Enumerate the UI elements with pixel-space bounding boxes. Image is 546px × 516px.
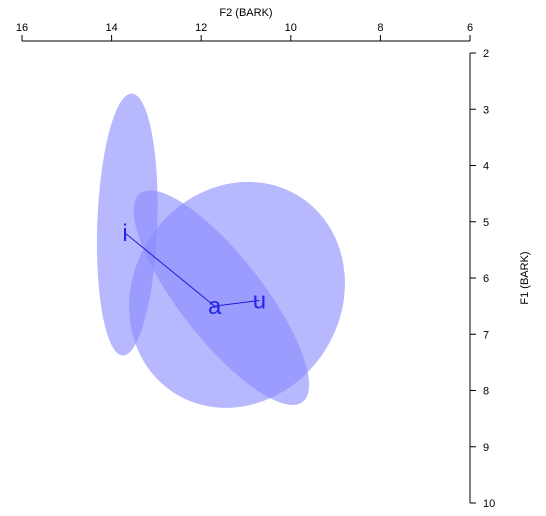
x-axis-title: F2 (BARK) <box>219 7 272 19</box>
trajectory-layer <box>124 232 260 307</box>
vowel-label-i: i <box>122 220 127 247</box>
y-tick-label: 8 <box>483 386 489 398</box>
y-tick-label: 6 <box>483 273 489 285</box>
y-tick-label: 3 <box>483 104 489 116</box>
y-tick-label: 2 <box>483 48 489 60</box>
x-tick-label: 14 <box>105 22 117 34</box>
vowel-trajectory <box>124 232 260 307</box>
x-tick-label: 6 <box>467 22 473 34</box>
y-axis: 2 3 4 5 6 7 8 9 10 F1 (BARK) <box>469 48 531 510</box>
vowel-label-layer: i a u <box>122 220 266 320</box>
y-tick-label: 10 <box>483 498 495 510</box>
y-tick-label: 5 <box>483 217 489 229</box>
x-tick-label: 16 <box>16 22 28 34</box>
x-tick-label: 10 <box>285 22 297 34</box>
x-axis-ticks: 16 14 12 10 8 6 <box>16 22 473 41</box>
ellipse-layer <box>96 93 345 408</box>
y-axis-ticks: 2 3 4 5 6 7 8 9 10 <box>470 48 495 510</box>
y-axis-title: F1 (BARK) <box>519 251 531 304</box>
y-tick-label: 7 <box>483 329 489 341</box>
y-tick-label: 4 <box>483 161 489 173</box>
ellipse-u <box>129 181 345 408</box>
x-axis: 16 14 12 10 8 6 F2 (BARK) <box>16 7 473 42</box>
vowel-label-u: u <box>253 288 266 315</box>
x-tick-label: 12 <box>195 22 207 34</box>
y-tick-label: 9 <box>483 442 489 454</box>
x-tick-label: 8 <box>377 22 383 34</box>
vowel-label-a: a <box>208 293 222 320</box>
